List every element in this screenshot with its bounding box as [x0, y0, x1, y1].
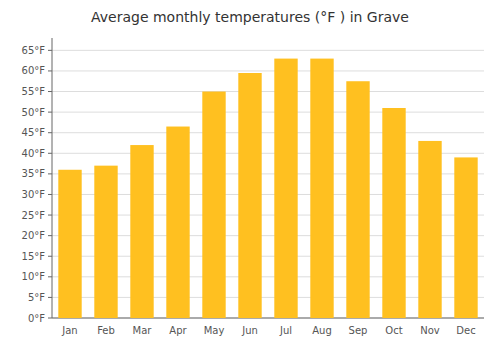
y-tick-label: 60°F: [22, 65, 46, 76]
grid-line: [52, 91, 484, 92]
y-tick: [48, 318, 52, 319]
x-tick-label: Jul: [279, 325, 292, 336]
chart-container: Average monthly temperatures (°F ) in Gr…: [0, 0, 500, 350]
x-axis: Jan Feb Mar Apr May Jun Jul Aug Sep Oct Nov Dec: [61, 325, 475, 336]
y-tick: [48, 194, 52, 195]
bar: [454, 157, 477, 318]
y-tick-label: 65°F: [22, 45, 46, 56]
y-axis-line: [52, 38, 53, 318]
y-tick: [48, 235, 52, 236]
y-tick-label: 40°F: [22, 148, 46, 159]
bar: [418, 141, 441, 318]
y-tick: [48, 153, 52, 154]
y-tick-label: 55°F: [22, 86, 46, 97]
grid-line: [52, 112, 484, 113]
x-tick-label: Sep: [349, 325, 368, 336]
x-tick-label: Apr: [169, 325, 187, 336]
y-tick: [48, 256, 52, 257]
y-tick: [48, 91, 52, 92]
y-tick-label: 50°F: [22, 107, 46, 118]
y-tick-label: 5°F: [28, 292, 45, 303]
bar: [202, 92, 225, 318]
title: Average monthly temperatures (°F ) in Gr…: [91, 9, 409, 25]
bar: [94, 166, 117, 318]
bar: [130, 145, 153, 318]
bar: [238, 73, 261, 318]
y-tick-label: 15°F: [22, 251, 46, 262]
grid-line: [52, 70, 484, 71]
y-tick: [48, 112, 52, 113]
bar: [166, 127, 189, 318]
y-tick: [48, 215, 52, 216]
y-tick-label: 45°F: [22, 127, 46, 138]
y-tick-label: 10°F: [22, 271, 46, 282]
y-tick: [48, 50, 52, 51]
grid-line: [52, 50, 484, 51]
y-tick-label: 30°F: [22, 189, 46, 200]
grid-line: [52, 132, 484, 133]
y-tick-label: 0°F: [28, 313, 45, 324]
x-tick-label: Jan: [61, 325, 77, 336]
x-tick-label: Jun: [241, 325, 258, 336]
grid: [52, 50, 484, 318]
y-tick: [48, 297, 52, 298]
x-tick-label: Feb: [97, 325, 115, 336]
x-tick-label: Mar: [133, 325, 153, 336]
y-tick: [48, 276, 52, 277]
chart: Average monthly temperatures (°F ) in Gr…: [0, 0, 500, 350]
y-tick-label: 35°F: [22, 168, 46, 179]
x-tick-label: Aug: [312, 325, 332, 336]
y-tick-label: 25°F: [22, 210, 46, 221]
y-axis: 0°F 5°F 10°F 15°F 20°F 25°F 30°F 35°F 40°F 45°F 50…: [22, 38, 52, 324]
x-tick-label: Dec: [456, 325, 475, 336]
bar: [382, 108, 405, 318]
bar: [346, 81, 369, 318]
bar: [274, 59, 297, 318]
bar: [310, 59, 333, 318]
x-tick-label: May: [204, 325, 225, 336]
y-tick: [48, 173, 52, 174]
y-tick: [48, 70, 52, 71]
bar: [58, 170, 81, 318]
x-tick-label: Oct: [385, 325, 402, 336]
x-tick-label: Nov: [420, 325, 440, 336]
bars: [58, 59, 477, 318]
y-tick: [48, 132, 52, 133]
y-tick-label: 20°F: [22, 230, 46, 241]
